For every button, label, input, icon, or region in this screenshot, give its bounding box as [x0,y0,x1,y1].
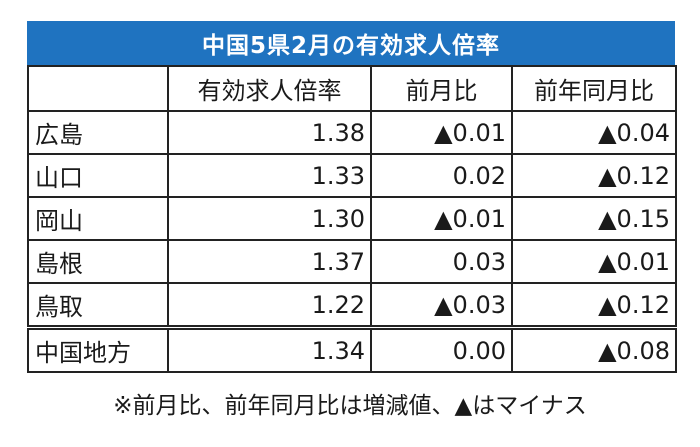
prefecture-name: 広島 [27,110,169,155]
ratio-cell: 1.22 [167,282,372,329]
table-row: 岡山 1.30 ▲0.01 ▲0.15 [27,196,677,241]
yoy-cell: ▲0.15 [511,196,677,241]
mom-cell: 0.00 [370,325,513,373]
header-cell-ratio: 有効求人倍率 [167,65,372,112]
yoy-cell: ▲0.12 [511,153,677,198]
yoy-cell: ▲0.04 [511,110,677,155]
mom-cell: ▲0.01 [370,110,513,155]
data-table: 有効求人倍率 前月比 前年同月比 広島 1.38 ▲0.01 ▲0.04 山口 … [27,65,677,373]
mom-cell: 0.02 [370,153,513,198]
table-row: 島根 1.37 0.03 ▲0.01 [27,239,677,284]
total-row: 中国地方 1.34 0.00 ▲0.08 [27,325,677,373]
header-cell-mom: 前月比 [370,65,513,112]
yoy-cell: ▲0.01 [511,239,677,284]
table-row: 鳥取 1.22 ▲0.03 ▲0.12 [27,282,677,329]
header-row: 有効求人倍率 前月比 前年同月比 [27,65,677,112]
table-row: 広島 1.38 ▲0.01 ▲0.04 [27,110,677,155]
yoy-cell: ▲0.12 [511,282,677,329]
table-container: 中国5県2月の有効求人倍率 有効求人倍率 前月比 前年同月比 広島 1.38 ▲… [27,21,677,373]
header-cell-corner [27,65,169,112]
region-name: 中国地方 [27,325,169,373]
ratio-cell: 1.30 [167,196,372,241]
prefecture-name: 岡山 [27,196,169,241]
prefecture-name: 山口 [27,153,169,198]
table-row: 山口 1.33 0.02 ▲0.12 [27,153,677,198]
mom-cell: 0.03 [370,239,513,284]
ratio-cell: 1.34 [167,325,372,373]
yoy-cell: ▲0.08 [511,325,677,373]
ratio-cell: 1.37 [167,239,372,284]
mom-cell: ▲0.01 [370,196,513,241]
mom-cell: ▲0.03 [370,282,513,329]
table-title: 中国5県2月の有効求人倍率 [27,21,675,65]
ratio-cell: 1.33 [167,153,372,198]
ratio-cell: 1.38 [167,110,372,155]
footnote: ※前月比、前年同月比は増減値、▲はマイナス [113,393,587,419]
header-cell-yoy: 前年同月比 [511,65,677,112]
prefecture-name: 島根 [27,239,169,284]
prefecture-name: 鳥取 [27,282,169,329]
